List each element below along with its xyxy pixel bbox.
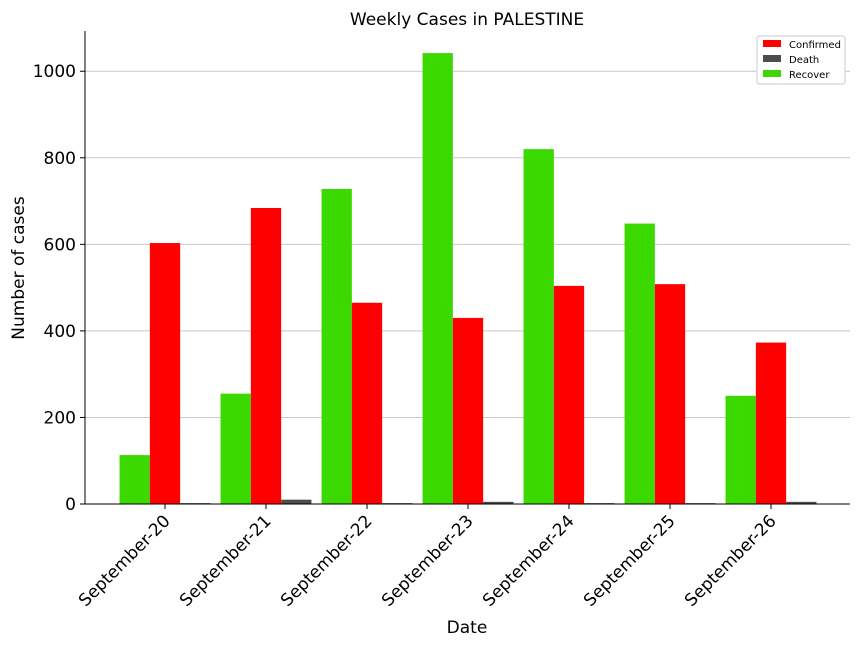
bar-death-september-23 (483, 501, 514, 504)
x-ticks: September-20 September-21 September-22 Sept… (75, 504, 781, 611)
x-tick-label: September-23 (378, 511, 477, 610)
x-tick-label: September-24 (479, 511, 578, 610)
legend-swatch-confirmed (763, 40, 781, 47)
y-tick-label: 1000 (33, 62, 76, 82)
chart-title: Weekly Cases in PALESTINE (350, 10, 584, 30)
bar-recover-september-22 (321, 188, 352, 504)
legend-label-recover: Recover (789, 70, 830, 81)
gridlines (85, 70, 850, 418)
y-axis-label: Number of cases (9, 196, 29, 340)
bar-recover-september-23 (422, 53, 453, 505)
legend-label-confirmed: Confirmed (789, 40, 841, 51)
y-tick-label: 200 (44, 408, 76, 428)
legend-swatch-recover (763, 70, 781, 77)
bar-confirmed-september-24 (553, 285, 585, 504)
bar-confirmed-september-23 (452, 317, 484, 504)
bar-recover-september-25 (624, 223, 655, 504)
x-tick-label: September-25 (580, 511, 679, 610)
bar-death-september-21 (281, 499, 312, 504)
bar-confirmed-september-22 (351, 302, 383, 504)
bar-confirmed-september-26 (755, 342, 787, 504)
y-tick-label: 0 (65, 495, 76, 515)
y-ticks: 0 200 400 600 800 1000 (33, 62, 85, 515)
bar-recover-september-26 (725, 395, 756, 504)
bar-recover-september-21 (220, 393, 251, 504)
bar-recover-september-24 (523, 149, 554, 504)
y-tick-label: 400 (44, 322, 76, 342)
bar-confirmed-september-20 (149, 243, 181, 504)
bar-confirmed-september-25 (654, 284, 686, 504)
x-axis-label: Date (447, 618, 488, 638)
y-tick-label: 800 (44, 149, 76, 169)
legend-label-death: Death (789, 55, 819, 66)
bar-recover-september-20 (119, 455, 150, 504)
x-tick-label: September-20 (75, 511, 174, 610)
legend-swatch-death (763, 55, 781, 62)
bars (119, 53, 817, 505)
y-tick-label: 600 (44, 235, 76, 255)
x-tick-label: September-26 (681, 511, 780, 610)
x-tick-label: September-21 (176, 511, 275, 610)
legend: Confirmed Death Recover (756, 35, 846, 85)
bar-death-september-26 (786, 501, 817, 504)
bar-confirmed-september-21 (250, 207, 282, 504)
x-tick-label: September-22 (277, 511, 376, 610)
